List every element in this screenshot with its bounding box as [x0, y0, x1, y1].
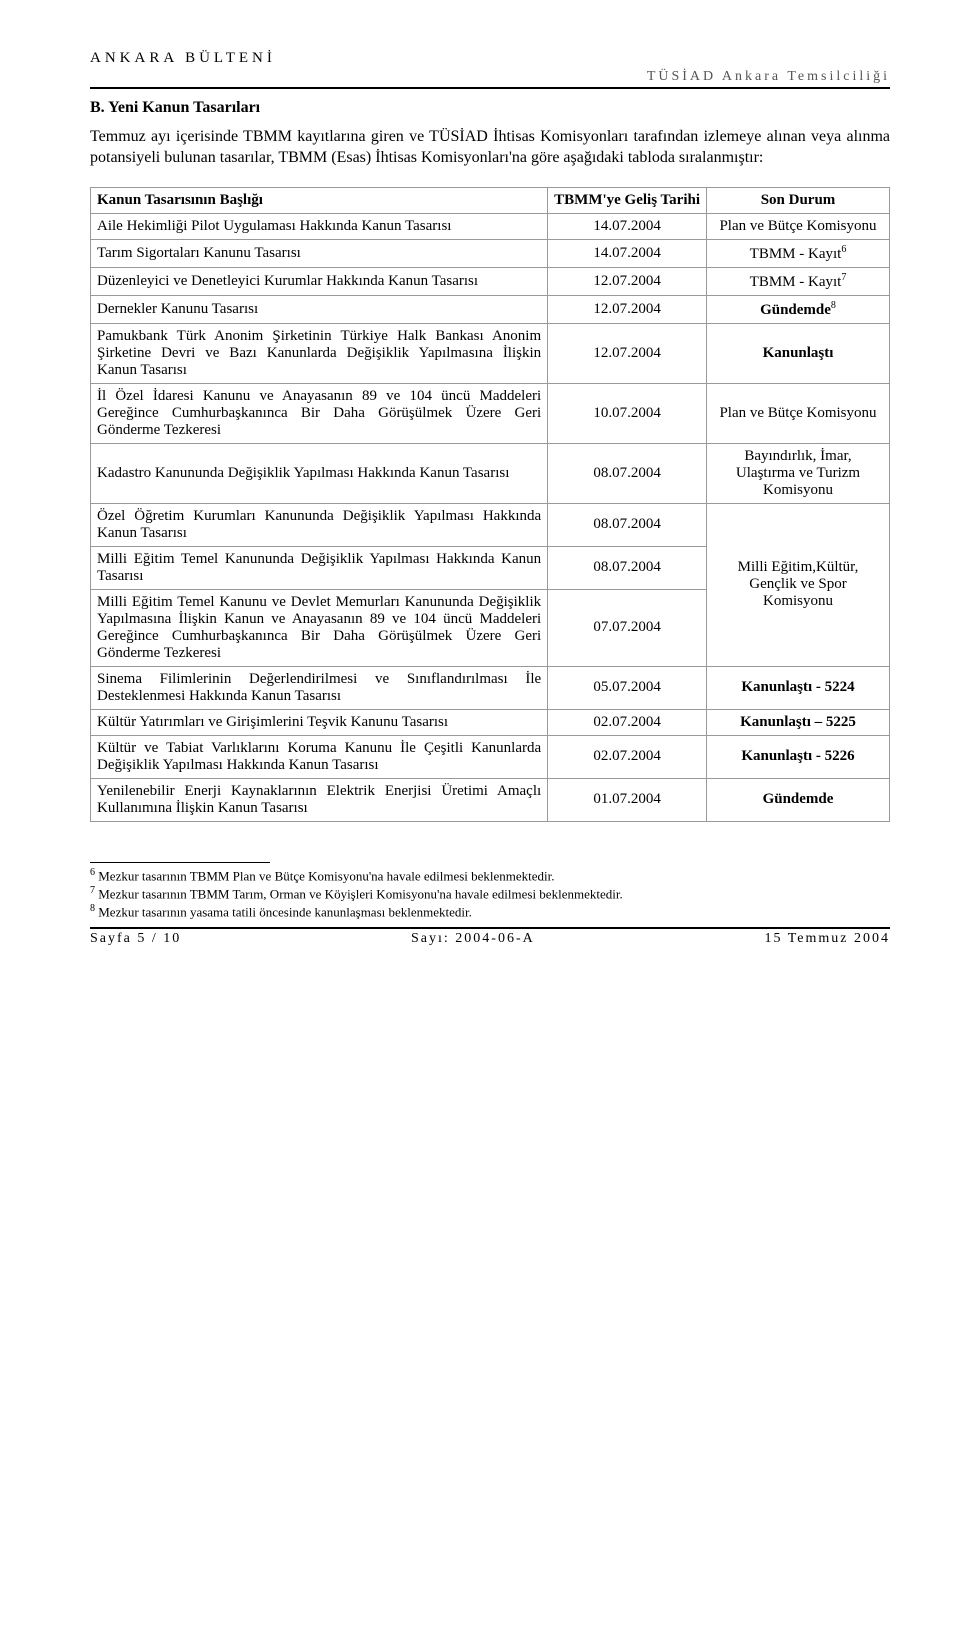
row-date: 02.07.2004 [548, 709, 707, 735]
row-date: 10.07.2004 [548, 383, 707, 443]
footer-right: 15 Temmuz 2004 [764, 931, 890, 947]
row-title: Pamukbank Türk Anonim Şirketinin Türkiye… [91, 323, 548, 383]
table-row: Aile Hekimliği Pilot Uygulaması Hakkında… [91, 213, 890, 239]
row-date: 12.07.2004 [548, 295, 707, 323]
row-title: Kadastro Kanununda Değişiklik Yapılması … [91, 443, 548, 503]
row-title: Milli Eğitim Temel Kanununda Değişiklik … [91, 546, 548, 589]
row-date: 05.07.2004 [548, 666, 707, 709]
row-date: 12.07.2004 [548, 323, 707, 383]
header-rule [90, 87, 890, 89]
header-title: ANKARA BÜLTENİ [90, 50, 890, 67]
table-row: Kültür Yatırımları ve Girişimlerini Teşv… [91, 709, 890, 735]
footer-mid: Sayı: 2004-06-A [411, 931, 535, 947]
row-date: 14.07.2004 [548, 239, 707, 267]
row-status: Kanunlaştı – 5225 [707, 709, 890, 735]
row-date: 14.07.2004 [548, 213, 707, 239]
col-header-status: Son Durum [707, 187, 890, 213]
row-title: Yenilenebilir Enerji Kaynaklarının Elekt… [91, 778, 548, 821]
row-title: Özel Öğretim Kurumları Kanununda Değişik… [91, 503, 548, 546]
row-status: Milli Eğitim,Kültür, Gençlik ve Spor Kom… [707, 503, 890, 666]
row-date: 02.07.2004 [548, 735, 707, 778]
row-title: Aile Hekimliği Pilot Uygulaması Hakkında… [91, 213, 548, 239]
footnotes: 6 Mezkur tasarının TBMM Plan ve Bütçe Ko… [90, 862, 890, 921]
table-row: Dernekler Kanunu Tasarısı12.07.2004Günde… [91, 295, 890, 323]
row-status: TBMM - Kayıt6 [707, 239, 890, 267]
table-row: Sinema Filimlerinin Değerlendirilmesi ve… [91, 666, 890, 709]
laws-table: Kanun Tasarısının Başlığı TBMM'ye Geliş … [90, 187, 890, 822]
table-row: Kadastro Kanununda Değişiklik Yapılması … [91, 443, 890, 503]
row-title: Düzenleyici ve Denetleyici Kurumlar Hakk… [91, 267, 548, 295]
footnote: 7 Mezkur tasarının TBMM Tarım, Orman ve … [90, 885, 890, 902]
footer-left: Sayfa 5 / 10 [90, 931, 181, 947]
row-status: Gündemde8 [707, 295, 890, 323]
row-date: 12.07.2004 [548, 267, 707, 295]
header-subtitle: TÜSİAD Ankara Temsilciliği [90, 69, 890, 85]
row-title: İl Özel İdaresi Kanunu ve Anayasanın 89 … [91, 383, 548, 443]
section-intro: Temmuz ayı içerisinde TBMM kayıtlarına g… [90, 127, 890, 169]
table-row: Yenilenebilir Enerji Kaynaklarının Elekt… [91, 778, 890, 821]
row-date: 08.07.2004 [548, 443, 707, 503]
row-date: 08.07.2004 [548, 546, 707, 589]
row-title: Kültür Yatırımları ve Girişimlerini Teşv… [91, 709, 548, 735]
row-title: Milli Eğitim Temel Kanunu ve Devlet Memu… [91, 589, 548, 666]
footer: Sayfa 5 / 10 Sayı: 2004-06-A 15 Temmuz 2… [90, 931, 890, 947]
row-title: Sinema Filimlerinin Değerlendirilmesi ve… [91, 666, 548, 709]
footer-rule [90, 927, 890, 929]
table-row: Özel Öğretim Kurumları Kanununda Değişik… [91, 503, 890, 546]
row-date: 08.07.2004 [548, 503, 707, 546]
row-status: Plan ve Bütçe Komisyonu [707, 383, 890, 443]
section-title: B. Yeni Kanun Tasarıları [90, 99, 890, 117]
row-status: Kanunlaştı [707, 323, 890, 383]
row-status: TBMM - Kayıt7 [707, 267, 890, 295]
table-row: Tarım Sigortaları Kanunu Tasarısı14.07.2… [91, 239, 890, 267]
table-row: Pamukbank Türk Anonim Şirketinin Türkiye… [91, 323, 890, 383]
row-status: Kanunlaştı - 5224 [707, 666, 890, 709]
table-row: Kültür ve Tabiat Varlıklarını Koruma Kan… [91, 735, 890, 778]
row-date: 01.07.2004 [548, 778, 707, 821]
row-date: 07.07.2004 [548, 589, 707, 666]
footnote: 6 Mezkur tasarının TBMM Plan ve Bütçe Ko… [90, 867, 890, 884]
col-header-date: TBMM'ye Geliş Tarihi [548, 187, 707, 213]
row-status: Gündemde [707, 778, 890, 821]
table-row: İl Özel İdaresi Kanunu ve Anayasanın 89 … [91, 383, 890, 443]
row-status: Bayındırlık, İmar, Ulaştırma ve Turizm K… [707, 443, 890, 503]
row-status: Kanunlaştı - 5226 [707, 735, 890, 778]
row-title: Kültür ve Tabiat Varlıklarını Koruma Kan… [91, 735, 548, 778]
col-header-title: Kanun Tasarısının Başlığı [91, 187, 548, 213]
footnote: 8 Mezkur tasarının yasama tatili öncesin… [90, 903, 890, 920]
row-title: Tarım Sigortaları Kanunu Tasarısı [91, 239, 548, 267]
row-status: Plan ve Bütçe Komisyonu [707, 213, 890, 239]
row-title: Dernekler Kanunu Tasarısı [91, 295, 548, 323]
table-row: Düzenleyici ve Denetleyici Kurumlar Hakk… [91, 267, 890, 295]
